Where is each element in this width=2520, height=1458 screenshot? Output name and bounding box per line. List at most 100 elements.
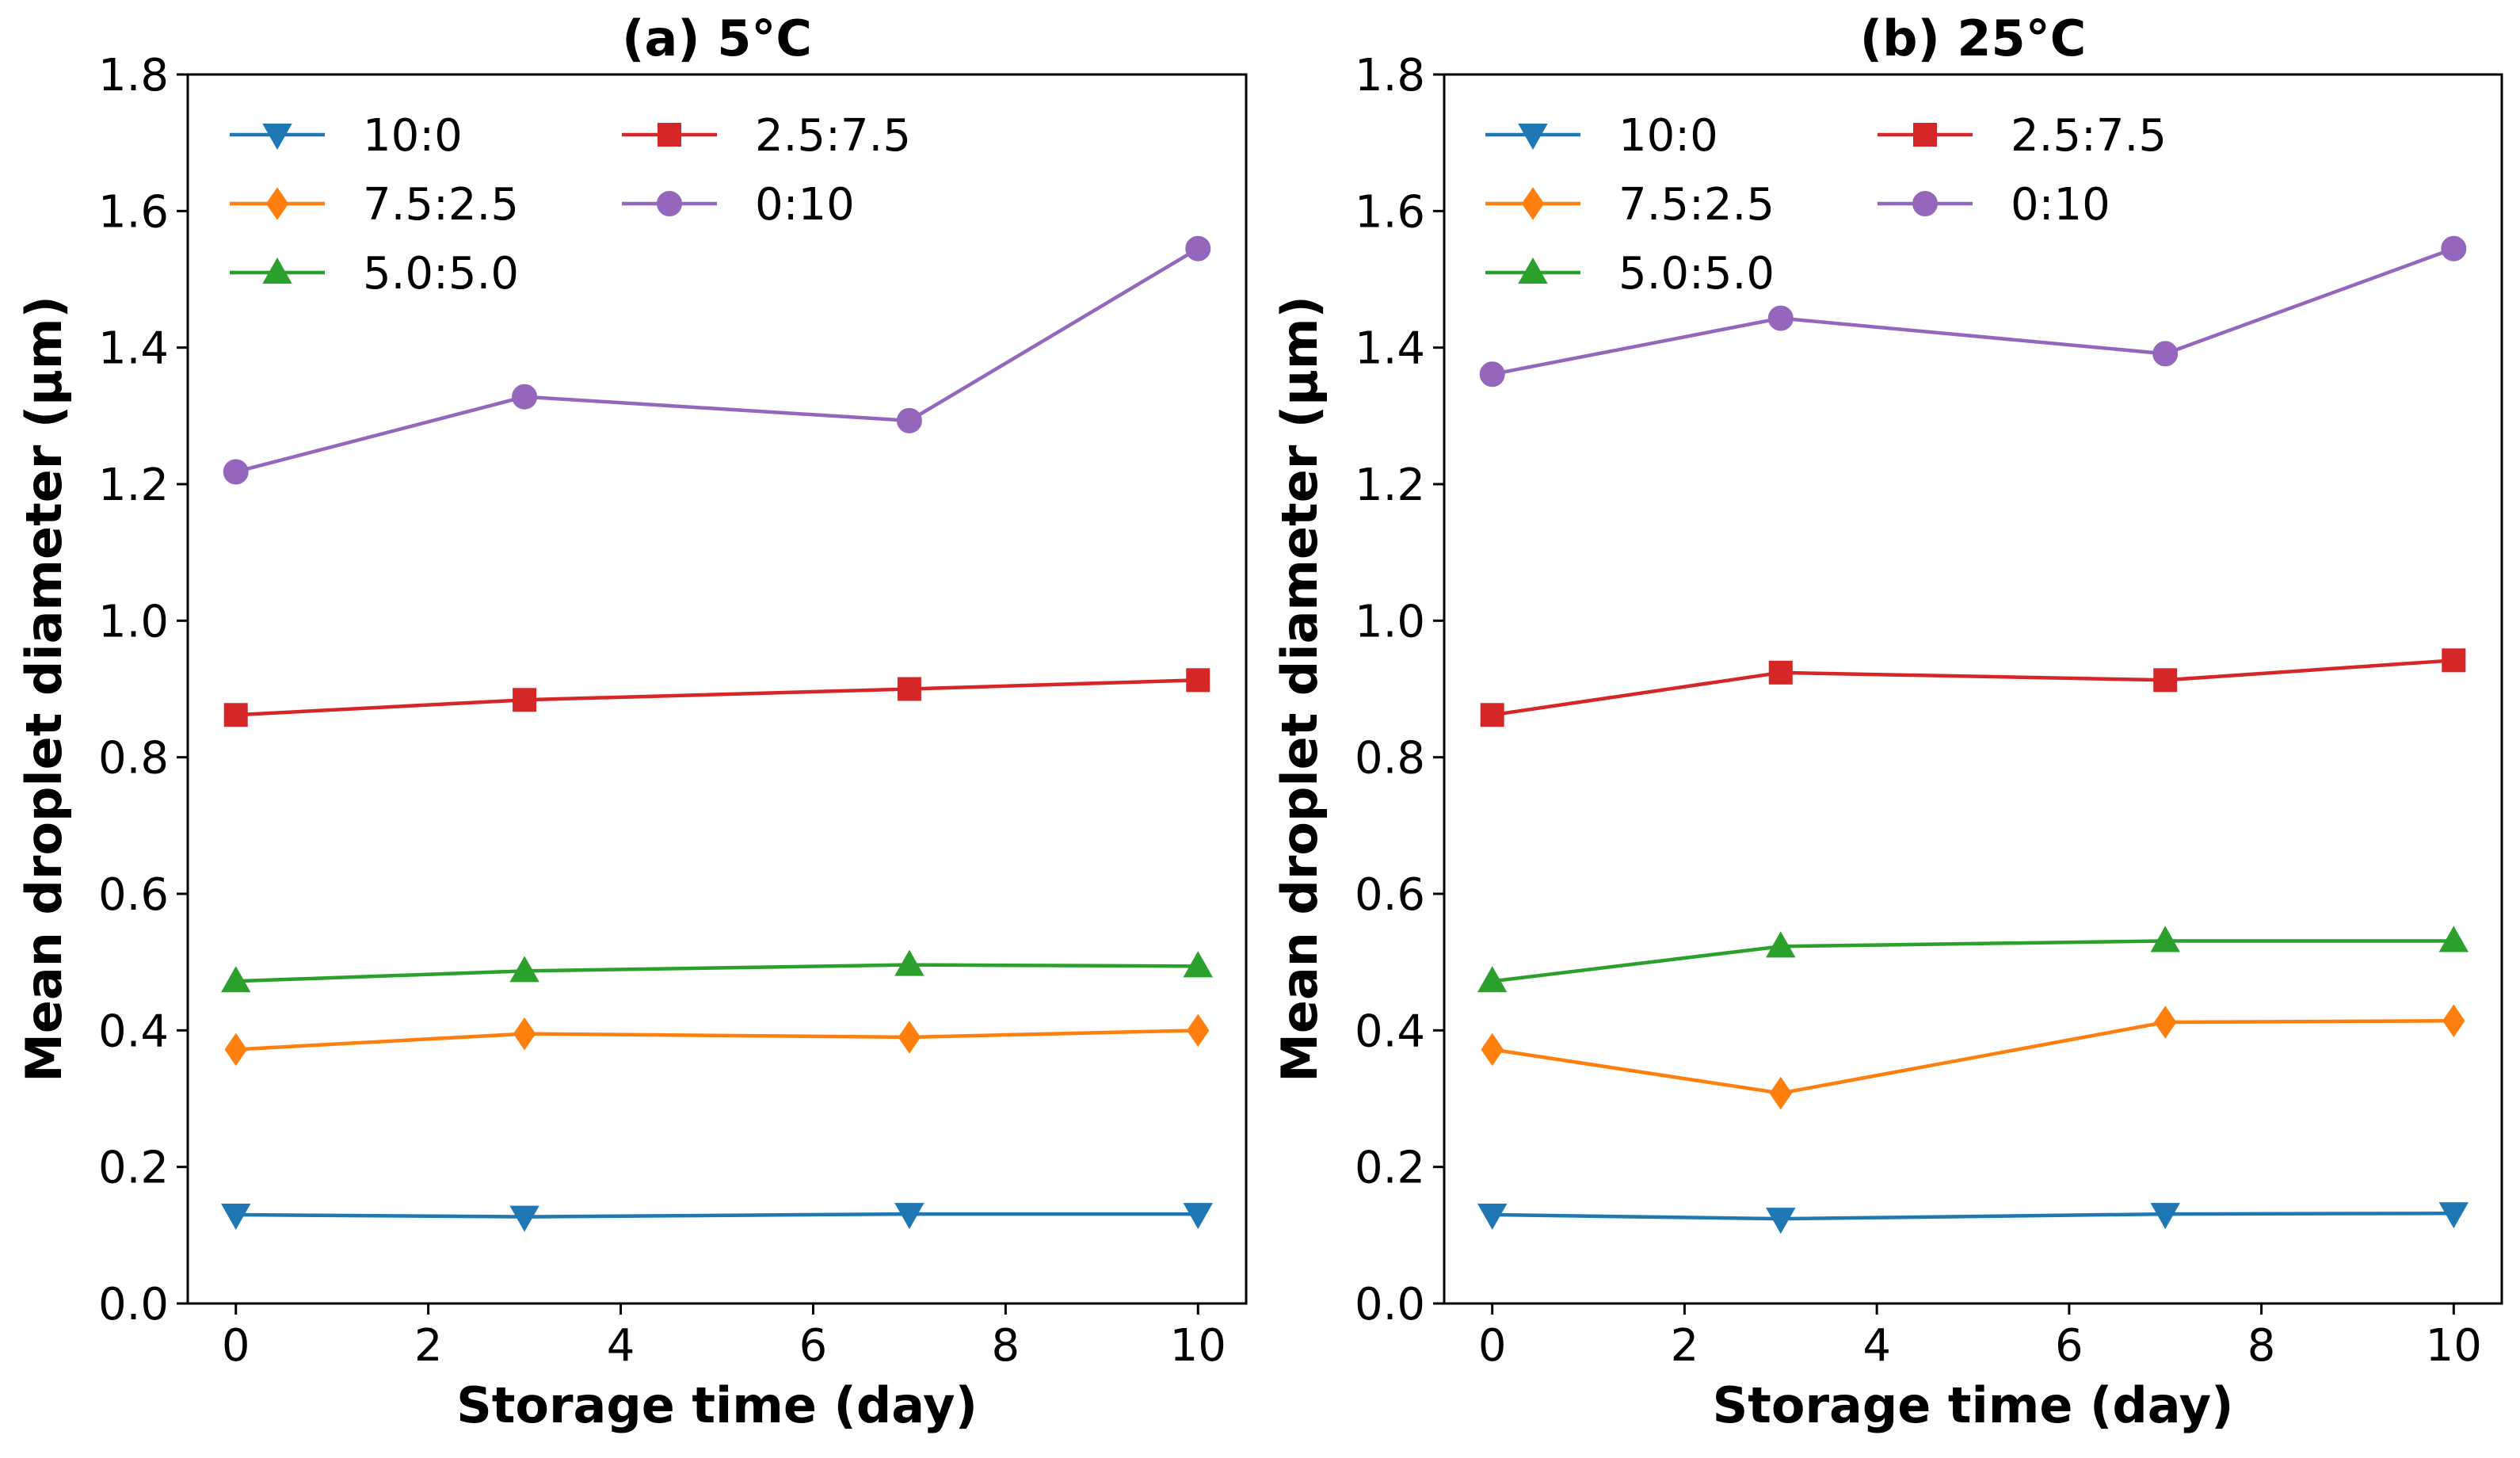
series-line <box>235 963 1199 983</box>
data-point <box>1186 668 1210 693</box>
x-tick-label: 4 <box>607 1320 635 1372</box>
legend-marker <box>1518 124 1548 151</box>
series-line <box>1492 246 2455 376</box>
legend-label: 2.5:7.5 <box>2011 110 2167 162</box>
data-point <box>894 1203 925 1230</box>
series-0:10 <box>1479 235 2467 387</box>
legend-entry: 5.0:5.0 <box>1485 248 1775 300</box>
x-tick-label: 6 <box>799 1320 828 1372</box>
legend: 10:0 7.5:2.5 5.0:5.0 2.5:7.5 0:10 <box>230 110 911 300</box>
y-tick-label: 0.0 <box>98 1279 169 1330</box>
y-tick-label: 1.0 <box>98 596 169 647</box>
data-point <box>1479 361 1505 387</box>
y-tick-label: 0.2 <box>98 1143 169 1194</box>
data-point <box>221 966 251 993</box>
data-point <box>1183 951 1213 978</box>
x-tick-label: 0 <box>222 1320 250 1372</box>
y-tick-label: 1.0 <box>1355 596 1425 647</box>
legend-marker <box>1913 123 1937 147</box>
data-point <box>1477 966 1508 993</box>
y-tick-label: 0.0 <box>1355 1279 1425 1330</box>
data-point <box>2441 235 2467 261</box>
series-10:0 <box>221 1203 1213 1232</box>
data-point <box>224 1032 247 1067</box>
legend-marker <box>658 123 681 147</box>
x-tick-label: 6 <box>2055 1320 2083 1372</box>
data-point <box>1766 1208 1796 1235</box>
plot-frame <box>186 73 1248 1305</box>
panel-b: 0 2 4 6 8 10 0.0 0.2 0.4 0.6 0.8 1.0 1.2 1.4 1.6 1.8 (b)… <box>1271 10 2503 1434</box>
legend-label: 0:10 <box>755 179 855 231</box>
series-line <box>235 1029 1199 1052</box>
panel-a: 0 2 4 6 8 10 0.0 0.2 0.4 0.6 0.8 1.0 1.2 1.4 1.6 1.8 (a)… <box>15 10 1248 1434</box>
series-line <box>1492 658 2454 717</box>
data-point <box>894 949 925 976</box>
data-point <box>221 1203 251 1231</box>
data-point <box>1480 703 1504 727</box>
y-tick-label: 1.6 <box>1355 186 1425 238</box>
y-axis-label: Mean droplet diameter (μm) <box>1271 296 1329 1082</box>
y-axis-label: Mean droplet diameter (μm) <box>15 296 73 1082</box>
data-point <box>897 677 921 701</box>
y-tick-label: 0.8 <box>98 733 169 784</box>
x-tick-label: 2 <box>1671 1320 1699 1372</box>
x-tick-label: 10 <box>2426 1320 2482 1372</box>
legend-label: 10:0 <box>363 110 463 162</box>
panel-title: (b) 25°C <box>1860 10 2086 67</box>
legend-label: 5.0:5.0 <box>363 248 519 300</box>
series-line <box>1492 1019 2454 1095</box>
legend-marker <box>1521 187 1545 220</box>
legend-label: 2.5:7.5 <box>755 110 911 162</box>
legend-marker <box>262 257 292 284</box>
series-2.5:7.5 <box>1480 648 2466 727</box>
legend-marker <box>265 187 289 220</box>
legend-entry: 0:10 <box>1878 179 2110 231</box>
data-point <box>1766 931 1796 958</box>
data-point <box>2438 1202 2469 1229</box>
legend-marker <box>262 124 292 151</box>
data-point <box>223 459 249 485</box>
y-tick-label: 1.8 <box>1355 50 1425 101</box>
series-2.5:7.5 <box>223 668 1210 727</box>
data-point <box>896 407 922 433</box>
legend-entry: 7.5:2.5 <box>1485 179 1775 231</box>
y-tick-label: 0.4 <box>98 1006 169 1057</box>
legend-label: 10:0 <box>1618 110 1718 162</box>
y-tick-label: 0.6 <box>98 869 169 921</box>
y-tick-label: 1.6 <box>98 186 169 238</box>
data-point <box>1183 1203 1213 1230</box>
y-tick-label: 0.8 <box>1355 733 1425 784</box>
x-tick-label: 2 <box>414 1320 443 1372</box>
y-tick-label: 1.4 <box>98 323 169 375</box>
data-point <box>509 956 539 983</box>
data-point <box>1768 660 1793 685</box>
x-tick-label: 0 <box>1478 1320 1507 1372</box>
data-point <box>513 1017 536 1051</box>
legend-entry: 2.5:7.5 <box>1878 110 2167 162</box>
legend-marker <box>657 191 682 216</box>
data-point <box>513 688 537 712</box>
legend-entry: 7.5:2.5 <box>230 179 519 231</box>
series-7.5:2.5 <box>1481 1004 2465 1110</box>
y-tick-label: 1.4 <box>1355 323 1425 375</box>
x-tick-label: 8 <box>992 1320 1020 1372</box>
y-tick-label: 1.2 <box>1355 460 1425 511</box>
data-point <box>2154 1006 2177 1039</box>
y-tick-label: 0.4 <box>1355 1006 1425 1057</box>
data-point <box>509 1205 539 1232</box>
series-5.0:5.0 <box>1477 926 2469 993</box>
series-line <box>235 1212 1199 1219</box>
plot-frame <box>1443 73 2503 1305</box>
series-line <box>1492 939 2454 983</box>
data-point <box>2153 668 2178 693</box>
series-line <box>235 678 1199 717</box>
data-point <box>898 1021 921 1054</box>
data-point <box>2442 648 2466 673</box>
x-tick-label: 8 <box>2247 1320 2276 1372</box>
data-point <box>1769 1076 1792 1110</box>
legend-label: 5.0:5.0 <box>1618 248 1775 300</box>
legend: 10:0 7.5:2.5 5.0:5.0 2.5:7.5 0:10 <box>1485 110 2167 300</box>
series-line <box>1492 1212 2454 1221</box>
data-point <box>512 384 538 410</box>
